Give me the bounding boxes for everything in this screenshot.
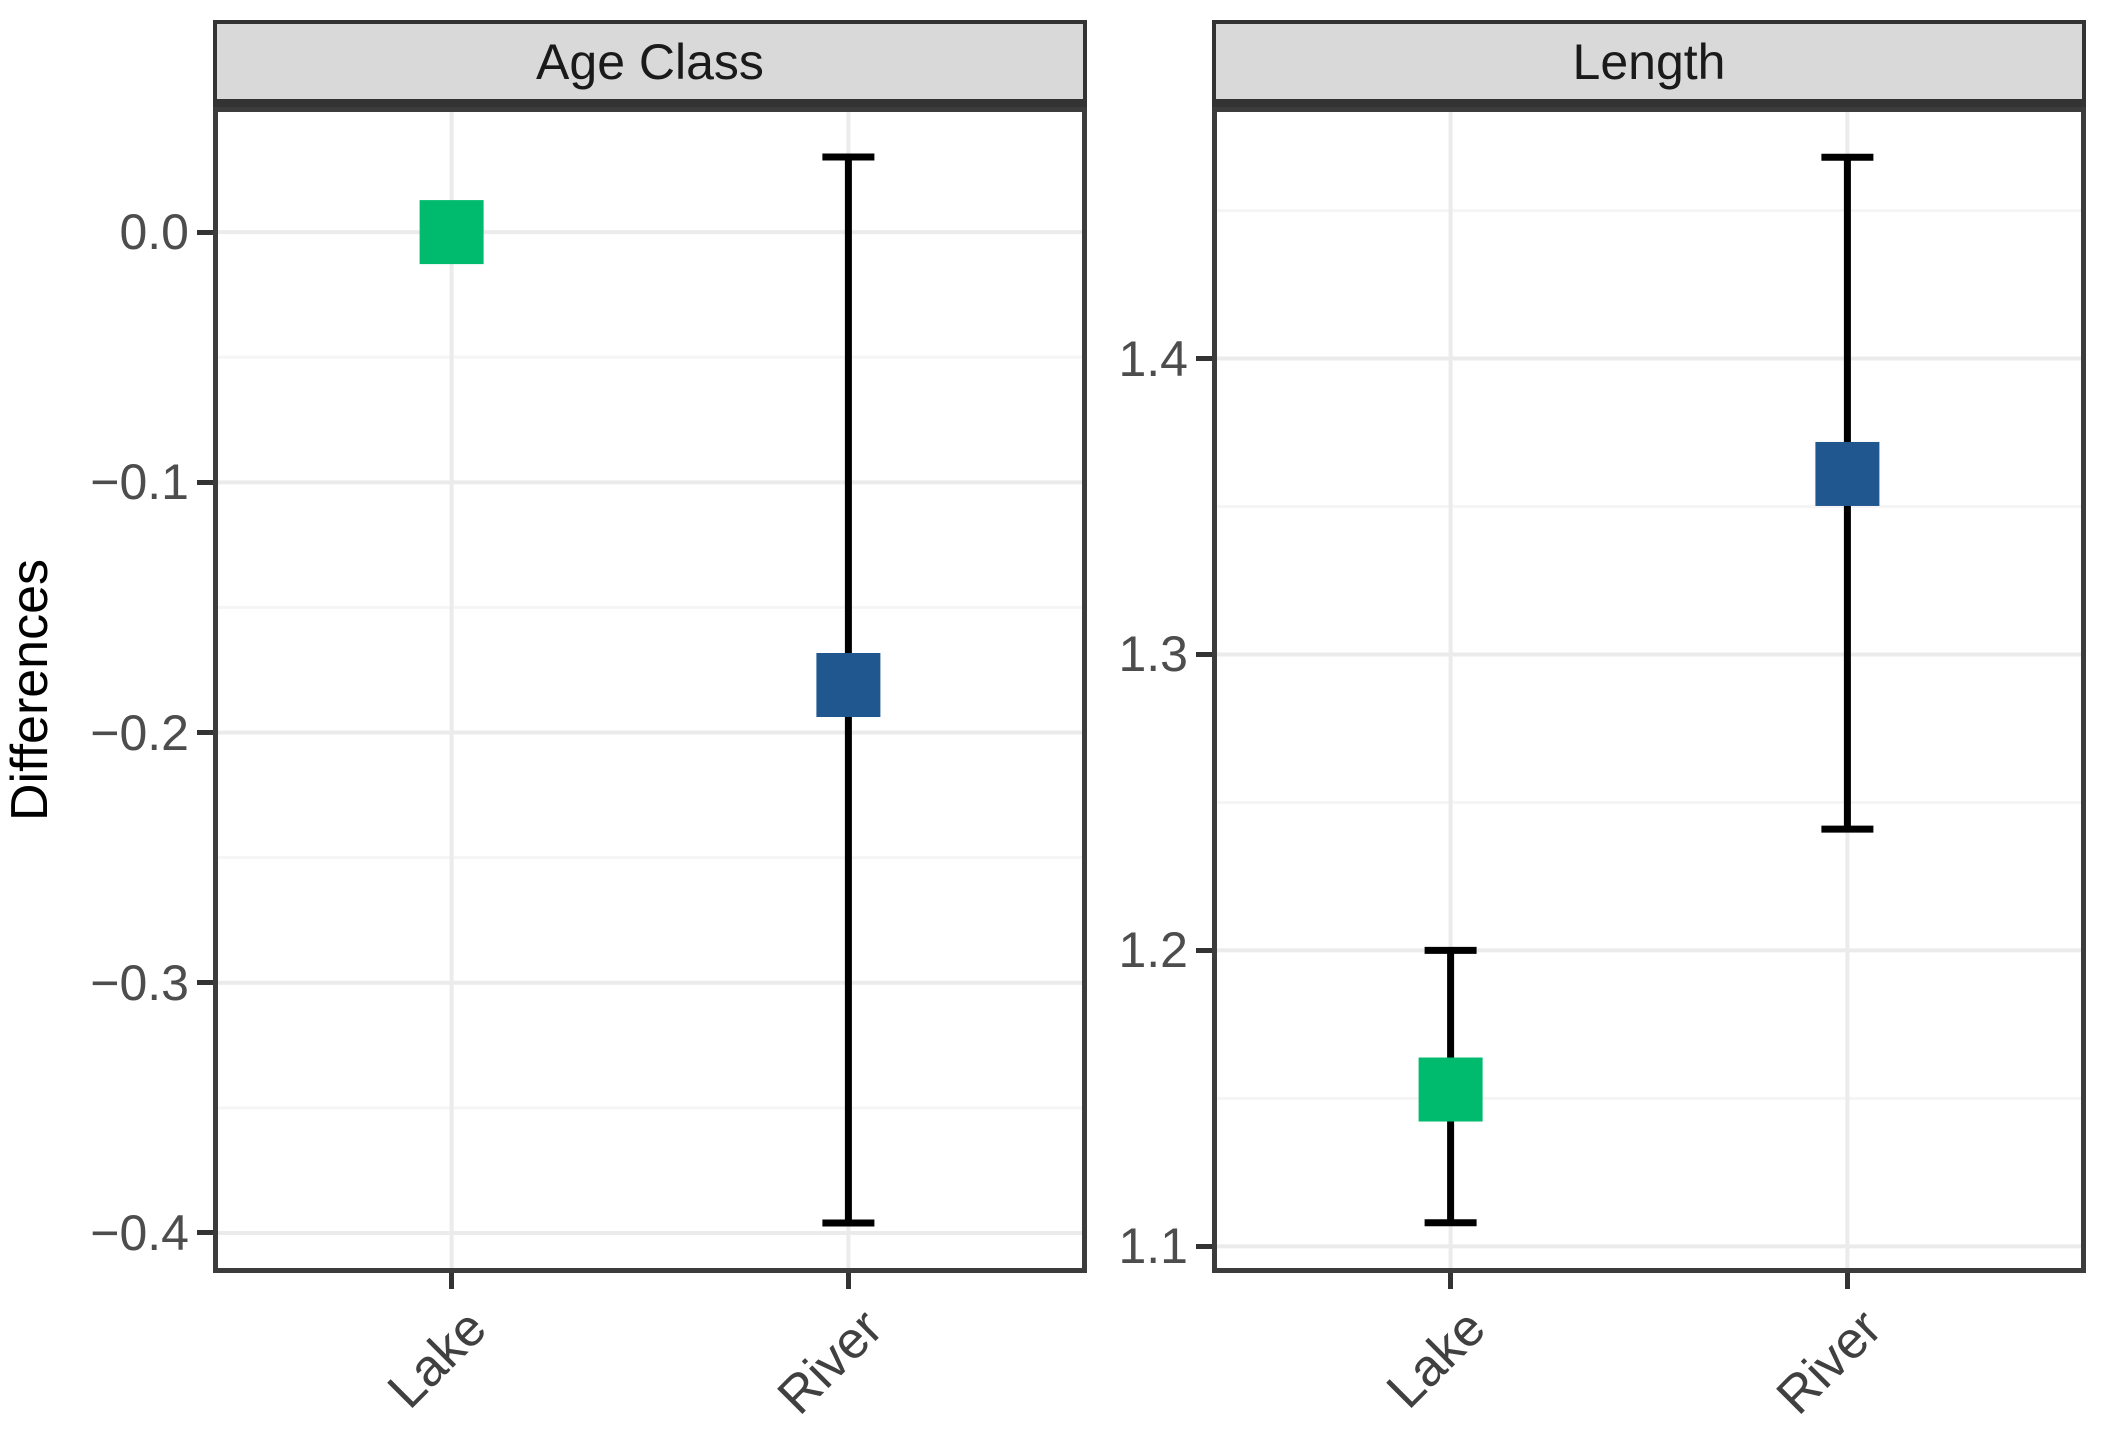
y-tick-label: −0.2 [90,704,189,761]
y-axis-title: Differences [1,558,59,822]
y-tick-mark [197,730,213,736]
x-tick-label-river: River [767,1298,895,1426]
y-tick-mark [1196,356,1212,362]
x-tick-label-river: River [1766,1298,1894,1426]
point-estimate-river [1815,441,1880,506]
y-tick-label: 1.1 [1118,1218,1188,1275]
y-tick-label: −0.4 [90,1204,189,1261]
y-tick-mark [1196,651,1212,657]
x-tick-mark [845,1273,851,1289]
y-tick-mark [1196,947,1212,953]
y-tick-mark [197,980,213,986]
facet-strip-length: Length [1212,20,2086,107]
panel-border [1212,107,2086,1273]
y-tick-label: 1.3 [1118,626,1188,683]
y-tick-label: 1.4 [1118,330,1188,387]
panel-length [1212,107,2086,1273]
y-tick-label: −0.1 [90,454,189,511]
y-tick-label: 0.0 [119,204,189,261]
y-tick-mark [197,229,213,235]
x-tick-mark [1844,1273,1850,1289]
y-tick-mark [197,1230,213,1236]
x-tick-label-lake: Lake [376,1298,498,1420]
facet-strip-age-class: Age Class [213,20,1087,107]
panel-border [213,107,1087,1273]
x-tick-mark [449,1273,455,1289]
panel-background [1212,107,2086,1273]
y-tick-label: −0.3 [90,954,189,1011]
point-estimate-river [816,652,881,717]
x-tick-label-lake: Lake [1375,1298,1497,1420]
facet-strip-label: Age Class [536,33,764,90]
panel-background [213,107,1087,1273]
point-estimate-lake [1418,1057,1483,1122]
y-tick-label: 1.2 [1118,922,1188,979]
facet-strip-label: Length [1572,33,1726,90]
y-tick-mark [197,479,213,485]
x-tick-mark [1448,1273,1454,1289]
y-tick-mark [1196,1243,1212,1249]
panel-age-class [213,107,1087,1273]
point-estimate-lake [419,200,484,265]
